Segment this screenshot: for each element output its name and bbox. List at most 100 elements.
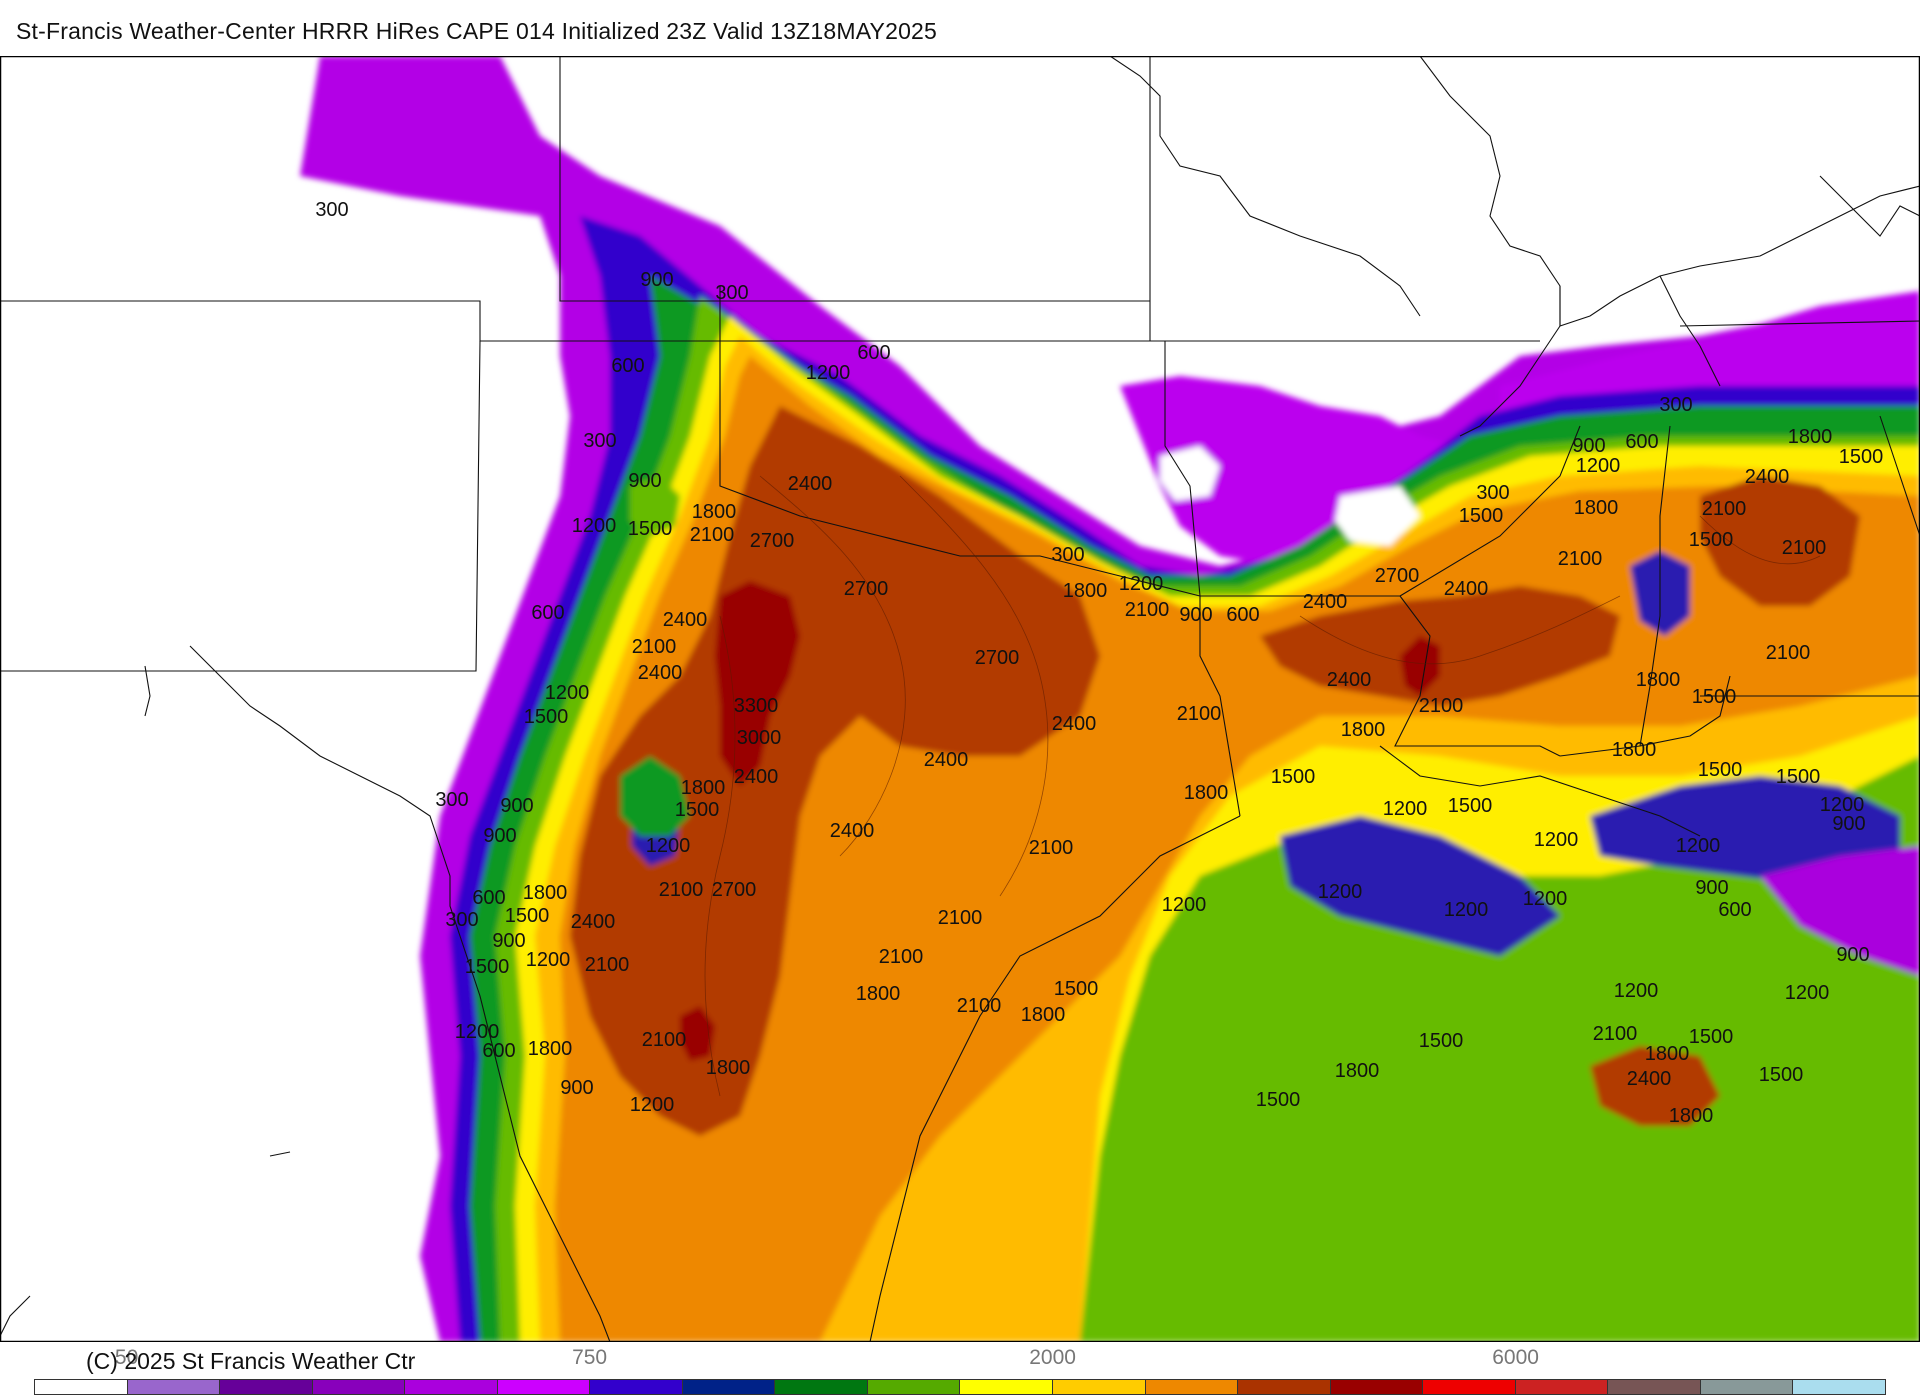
border-line-2	[0, 300, 1150, 342]
contour-label: 1500	[675, 799, 720, 821]
contour-label: 2400	[1052, 713, 1097, 735]
contour-label: 2100	[1125, 599, 1170, 621]
border-line-1	[559, 56, 1150, 302]
coast-line-se	[1379, 745, 1701, 837]
contour-label: 2700	[975, 647, 1020, 669]
contour-label: 1200	[1119, 573, 1164, 595]
contour-label: 1200	[1523, 888, 1568, 910]
contour-label: 1500	[1271, 766, 1316, 788]
border-line-6	[1164, 341, 1400, 597]
colorbar-swatch	[1515, 1380, 1609, 1394]
colorbar-swatch	[1700, 1380, 1794, 1394]
colorbar-swatch	[1608, 1380, 1701, 1394]
border-line-3	[0, 340, 481, 672]
colorbar-swatch	[682, 1380, 776, 1394]
contour-label: 2400	[1444, 578, 1489, 600]
contour-label: 2100	[1593, 1023, 1638, 1045]
contour-label: 2400	[1745, 466, 1790, 488]
colorbar-ticks: 50 750 2000 6000	[0, 1346, 1920, 1376]
contour-label: 2400	[830, 820, 875, 842]
contour-label: 1800	[1669, 1105, 1714, 1127]
contour-label: 1200	[545, 682, 590, 704]
contour-label: 900	[1832, 813, 1865, 835]
contour-label: 1200	[572, 515, 617, 537]
contour-label: 2400	[571, 911, 616, 933]
contour-label: 300	[435, 789, 468, 811]
contour-label: 1800	[523, 882, 568, 904]
contour-label: 3000	[737, 727, 782, 749]
border-line-7	[1199, 596, 1241, 817]
contour-label: 2100	[1558, 548, 1603, 570]
contour-label: 1500	[628, 518, 673, 540]
contour-label: 600	[1226, 604, 1259, 626]
contour-label: 2400	[1627, 1068, 1672, 1090]
contour-label: 2400	[788, 473, 833, 495]
contour-label: 1500	[465, 956, 510, 978]
contour-label: 1200	[646, 835, 691, 857]
contour-label: 900	[560, 1077, 593, 1099]
cape-fill-max-south	[680, 1006, 715, 1061]
contour-label: 2100	[642, 1029, 687, 1051]
colorbar-swatch	[405, 1380, 498, 1394]
colorbar-swatch	[960, 1380, 1054, 1394]
contour-label: 2400	[1303, 591, 1348, 613]
contour-label: 600	[472, 887, 505, 909]
contour-label: 1800	[1021, 1004, 1066, 1026]
contour-line-1	[759, 475, 906, 857]
contour-label: 300	[315, 199, 348, 221]
contour-label: 900	[628, 470, 661, 492]
contour-label: 900	[1572, 435, 1605, 457]
contour-label: 1500	[1419, 1030, 1464, 1052]
colorbar-swatch	[127, 1380, 221, 1394]
contour-label: 1800	[1341, 719, 1386, 741]
cape-fill-blue-pocket-east	[1590, 776, 1900, 886]
contour-label: 1200	[1614, 980, 1659, 1002]
contour-label: 300	[1659, 394, 1692, 416]
contour-label: 2700	[1375, 565, 1420, 587]
contour-label: 2700	[844, 578, 889, 600]
cape-fill-lightgreen-pocket-west	[630, 476, 680, 536]
contour-label: 1200	[1162, 894, 1207, 916]
contour-label: 2700	[712, 879, 757, 901]
cape-fill-gap-1	[1160, 446, 1220, 501]
contour-label: 2100	[879, 946, 924, 968]
contour-label: 1500	[1689, 1026, 1734, 1048]
contour-label: 300	[583, 430, 616, 452]
colorbar-swatch	[1793, 1380, 1885, 1394]
coast-line-ne-1	[1109, 56, 1421, 317]
rio-grande-line	[189, 645, 611, 1342]
border-line-10	[1559, 675, 1731, 757]
contour-label: 1500	[1776, 766, 1821, 788]
contour-label: 2100	[659, 879, 704, 901]
colorbar-swatch	[1238, 1380, 1331, 1394]
colorbar-tick-label: 50	[114, 1346, 139, 1369]
contour-label: 300	[445, 909, 478, 931]
contour-label: 2100	[1419, 695, 1464, 717]
colorbar-swatch	[1423, 1380, 1516, 1394]
contour-label: 1200	[1534, 829, 1579, 851]
contour-label: 2100	[1029, 837, 1074, 859]
contour-label: 900	[492, 930, 525, 952]
contour-label: 1800	[1645, 1043, 1690, 1065]
cape-fill-rust-core-west	[570, 406, 1100, 1136]
sw-coast-line-3	[144, 665, 151, 717]
colorbar-swatch	[497, 1380, 591, 1394]
gulf-coast-line	[869, 815, 1241, 1342]
contour-label: 1800	[1335, 1060, 1380, 1082]
contour-label: 1200	[1444, 899, 1489, 921]
colorbar-swatch	[35, 1380, 128, 1394]
contour-label: 600	[482, 1040, 515, 1062]
contour-label: 1500	[1698, 759, 1743, 781]
copyright-credit: (C) 2025 St Francis Weather Ctr	[86, 1348, 416, 1374]
contour-label: 1800	[681, 777, 726, 799]
contour-label: 1200	[1383, 798, 1428, 820]
contour-label: 2400	[1327, 669, 1372, 691]
colorbar-swatch	[312, 1380, 406, 1394]
cape-fill-green-pocket-w	[620, 756, 690, 836]
contour-label: 1200	[455, 1021, 500, 1043]
cape-fill-purple-pocket-se	[1760, 846, 1920, 976]
cape-fill-gap-2	[1335, 486, 1420, 546]
contour-label: 1800	[692, 501, 737, 523]
